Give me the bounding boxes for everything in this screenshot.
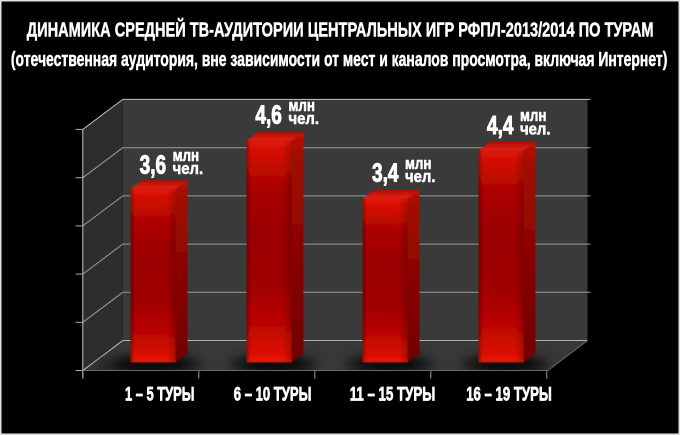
- svg-text:млн: млн: [173, 146, 200, 165]
- svg-text:16 – 19 ТУРЫ: 16 – 19 ТУРЫ: [466, 384, 552, 406]
- svg-text:1 – 5 ТУРЫ: 1 – 5 ТУРЫ: [125, 384, 195, 406]
- svg-text:11 – 15 ТУРЫ: 11 – 15 ТУРЫ: [350, 384, 436, 406]
- svg-text:(отечественная аудитория, вне: (отечественная аудитория, вне зависимост…: [11, 49, 668, 71]
- svg-text:чел.: чел.: [405, 167, 436, 186]
- svg-text:3,6: 3,6: [140, 152, 167, 180]
- svg-text:ДИНАМИКА СРЕДНЕЙ ТВ-АУДИТОРИИ: ДИНАМИКА СРЕДНЕЙ ТВ-АУДИТОРИИ ЦЕНТРАЛЬНЫ…: [27, 17, 654, 41]
- svg-text:4,6: 4,6: [255, 102, 282, 130]
- svg-text:4,4: 4,4: [487, 112, 514, 140]
- svg-text:3,4: 3,4: [372, 160, 399, 188]
- svg-text:чел.: чел.: [520, 120, 551, 139]
- svg-text:чел.: чел.: [289, 109, 320, 128]
- svg-text:чел.: чел.: [173, 159, 204, 178]
- svg-text:млн: млн: [289, 96, 316, 115]
- svg-text:6 – 10 ТУРЫ: 6 – 10 ТУРЫ: [234, 384, 312, 406]
- svg-text:млн: млн: [520, 106, 547, 125]
- svg-text:млн: млн: [405, 154, 432, 173]
